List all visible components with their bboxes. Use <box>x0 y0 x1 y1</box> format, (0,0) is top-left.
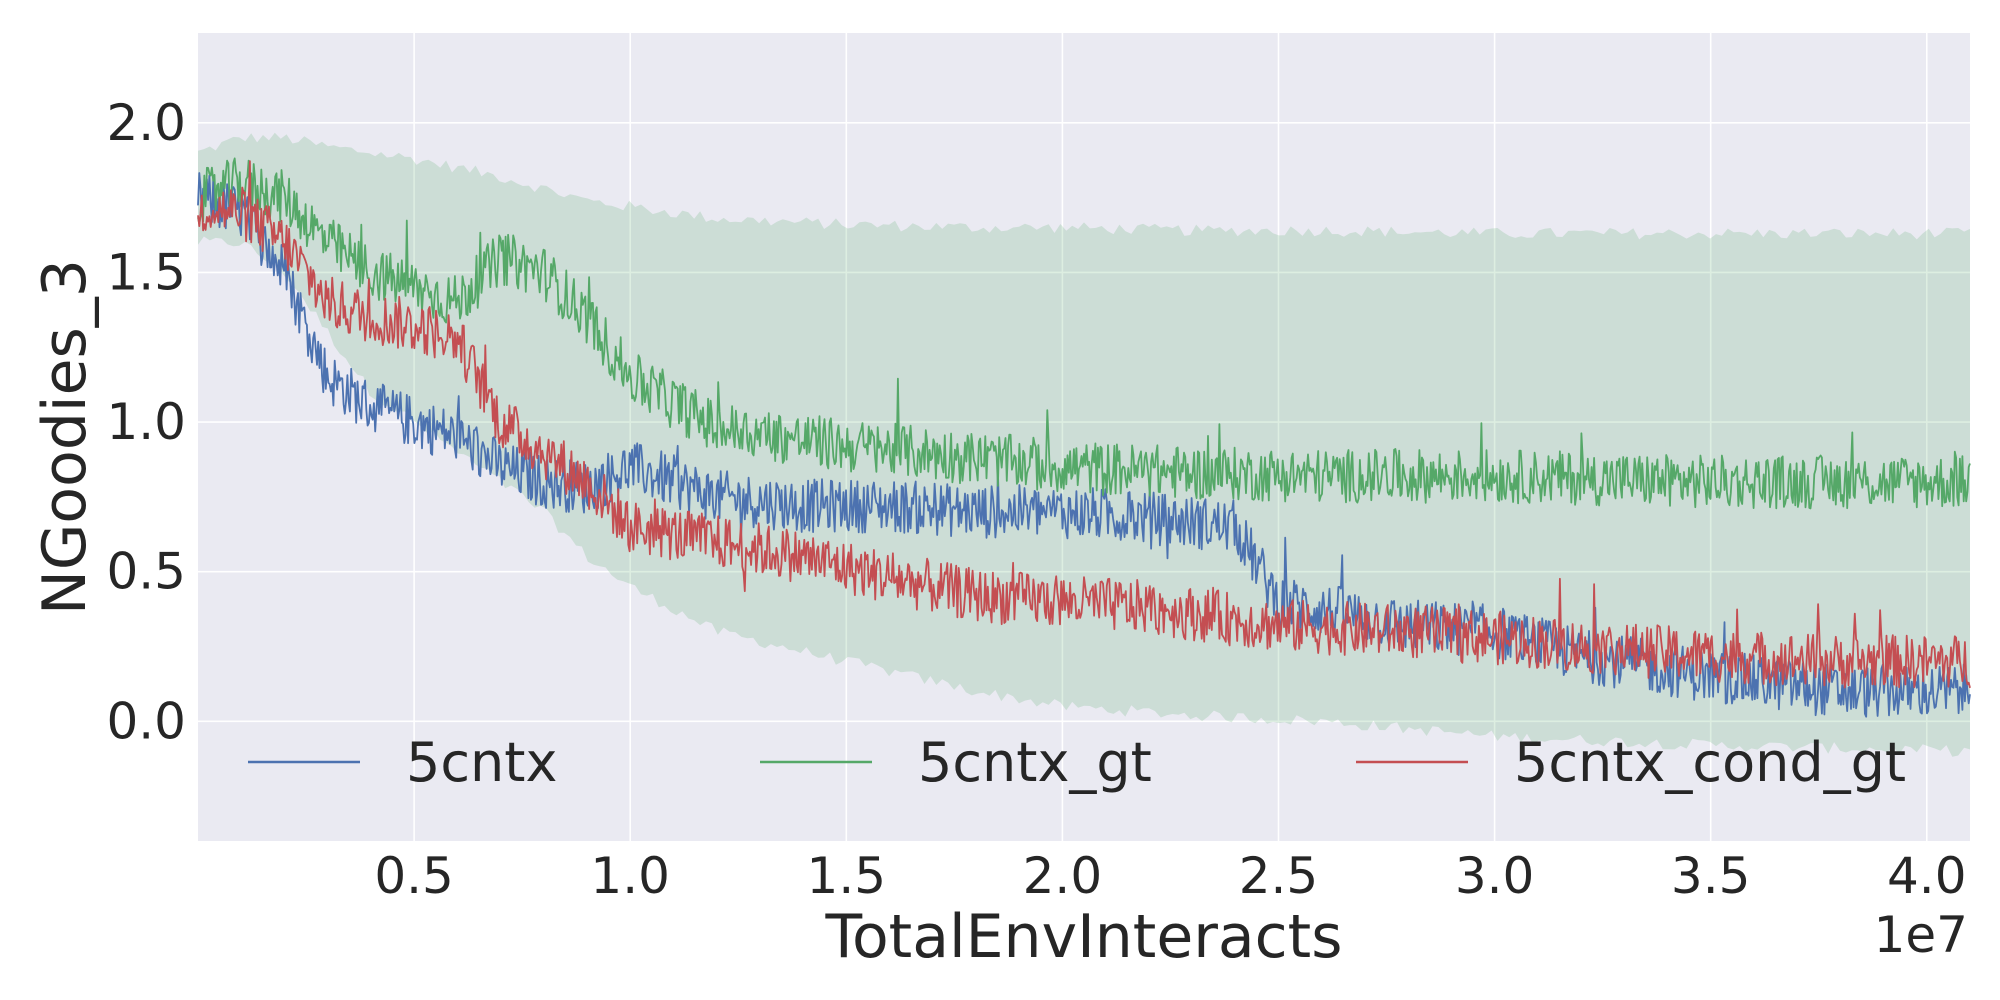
series-line <box>197 160 1971 689</box>
y-tick-label: 1.5 <box>106 243 186 301</box>
y-tick-label: 0.0 <box>106 692 186 750</box>
legend-label: 5cntx <box>406 731 557 794</box>
legend-label: 5cntx_gt <box>918 731 1152 794</box>
x-tick-label: 1.0 <box>590 847 670 905</box>
y-tick-label: 0.5 <box>106 543 186 601</box>
x-axis-label: TotalEnvInteracts <box>825 902 1343 972</box>
x-tick-label: 1.5 <box>807 847 887 905</box>
y-tick-label: 1.0 <box>106 393 186 451</box>
y-tick-labels: 0.0 0.5 1.0 1.5 2.0 <box>106 94 186 751</box>
x-tick-labels: 0.5 1.0 1.5 2.0 2.5 3.0 3.5 4.0 <box>374 847 1966 905</box>
legend: 5cntx 5cntx_gt 5cntx_cond_gt <box>248 731 1906 794</box>
confidence-band <box>198 132 1970 757</box>
x-tick-label: 3.0 <box>1455 847 1535 905</box>
x-tick-label: 3.5 <box>1671 847 1751 905</box>
series-line <box>197 157 1971 510</box>
series-lines <box>197 157 1971 718</box>
legend-label: 5cntx_cond_gt <box>1514 731 1906 794</box>
x-tick-label: 0.5 <box>374 847 454 905</box>
y-axis-label: NGoodies_3 <box>30 259 100 615</box>
x-tick-label: 2.0 <box>1023 847 1103 905</box>
y-tick-label: 2.0 <box>106 94 186 152</box>
x-offset-label: 1e7 <box>1874 906 1968 964</box>
x-tick-label: 4.0 <box>1887 847 1967 905</box>
confidence-bands <box>198 132 1970 757</box>
x-tick-label: 2.5 <box>1239 847 1319 905</box>
